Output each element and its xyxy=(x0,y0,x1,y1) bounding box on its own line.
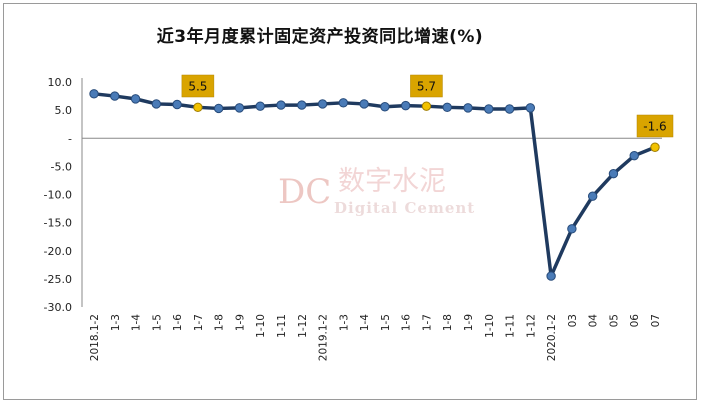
series-line xyxy=(93,92,656,278)
x-tick-label: 1-5 xyxy=(380,314,392,331)
y-tick-label: -15.0 xyxy=(44,217,72,230)
x-tick-label: 1-9 xyxy=(463,314,475,331)
watermark: DC 数字水泥 Digital Cement xyxy=(278,166,475,217)
y-tick-label: -20.0 xyxy=(44,245,72,258)
x-tick-label: 06 xyxy=(629,314,641,328)
watermark-cn: 数字水泥 xyxy=(338,166,446,197)
data-point xyxy=(151,99,162,109)
x-tick-label: 1-5 xyxy=(151,314,163,331)
data-point xyxy=(317,99,328,109)
x-tick-label: 1-6 xyxy=(401,314,413,331)
data-point xyxy=(130,94,141,104)
x-tick-label: 1-8 xyxy=(214,314,226,331)
x-tick-label: 1-12 xyxy=(297,314,309,338)
x-tick-label: 1-7 xyxy=(193,314,205,331)
x-tick-label: 1-8 xyxy=(442,314,454,331)
data-label: 5.7 xyxy=(417,80,436,94)
x-tick-label: 1-7 xyxy=(421,314,433,331)
chart-title: 近3年月度累计固定资产投资同比增速(%) xyxy=(156,27,484,47)
data-point xyxy=(587,191,598,201)
data-label-box xyxy=(636,114,674,138)
y-tick-label: -10.0 xyxy=(44,189,72,202)
x-tick-label: 1-12 xyxy=(525,314,537,338)
data-label: 5.5 xyxy=(188,80,207,94)
x-tick-label: 1-11 xyxy=(505,314,517,338)
data-point xyxy=(463,103,473,113)
data-point xyxy=(567,224,577,234)
data-point xyxy=(380,102,390,112)
x-tick-label: 1-4 xyxy=(359,314,371,331)
x-tick-label: 04 xyxy=(588,314,600,328)
chart-frame xyxy=(3,3,697,400)
x-tick-label: 2020.1-2 xyxy=(546,314,558,361)
x-tick-label: 1-11 xyxy=(276,314,288,338)
x-tick-label: 1-3 xyxy=(110,314,122,331)
data-point xyxy=(504,104,515,114)
data-label-box xyxy=(181,74,215,98)
data-point xyxy=(255,101,265,111)
x-tick-label: 2019.1-2 xyxy=(318,314,330,361)
data-point xyxy=(338,98,349,108)
y-tick-label: 5.0 xyxy=(55,104,73,117)
data-point xyxy=(213,103,224,114)
x-tick-label: 1-10 xyxy=(255,314,267,338)
data-point xyxy=(629,150,639,161)
data-point xyxy=(276,100,286,110)
data-point xyxy=(172,99,182,110)
data-label-box xyxy=(410,74,443,98)
data-point xyxy=(608,168,619,179)
data-point xyxy=(442,102,452,113)
y-tick-label: -30.0 xyxy=(44,301,72,314)
x-tick-label: 1-3 xyxy=(338,314,350,331)
data-point xyxy=(484,104,494,114)
data-point xyxy=(89,89,99,99)
x-tick-label: 1-10 xyxy=(484,314,496,338)
x-tick-label: 05 xyxy=(608,314,620,327)
data-point xyxy=(234,103,245,113)
data-point xyxy=(400,100,411,111)
watermark-logo: DC xyxy=(278,172,331,212)
data-point xyxy=(546,271,556,281)
data-point xyxy=(650,142,660,152)
x-tick-label: 1-4 xyxy=(131,314,143,331)
x-tick-label: 2018.1-2 xyxy=(89,314,101,361)
data-point xyxy=(421,101,432,111)
x-tick-label: 1-6 xyxy=(172,314,184,331)
watermark-en: Digital Cement xyxy=(334,199,475,217)
x-tick-label: 07 xyxy=(650,314,662,327)
data-point xyxy=(297,100,307,110)
y-tick-label: -25.0 xyxy=(44,273,72,286)
y-tick-label: 10.0 xyxy=(48,76,73,89)
y-tick-label: - xyxy=(68,132,72,145)
y-tick-label: -5.0 xyxy=(51,160,72,173)
data-label: -1.6 xyxy=(643,120,666,134)
x-tick-label: 1-9 xyxy=(234,314,246,331)
data-point xyxy=(193,102,203,113)
data-point xyxy=(359,99,369,109)
x-tick-label: 03 xyxy=(567,314,579,327)
data-point xyxy=(525,103,536,113)
data-point xyxy=(110,91,120,101)
